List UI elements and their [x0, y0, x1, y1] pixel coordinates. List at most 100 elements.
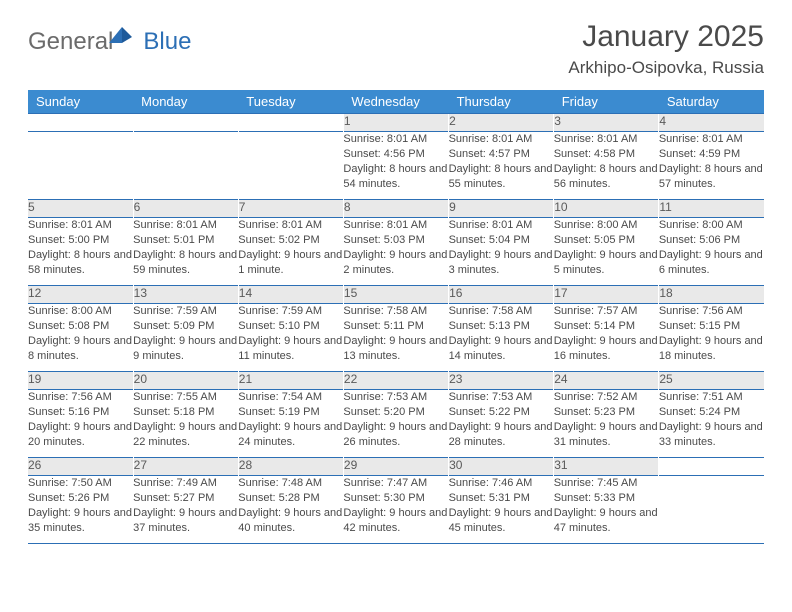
weekday-header: Wednesday [343, 90, 448, 114]
daylight-line: Daylight: 9 hours and 3 minutes. [449, 248, 554, 278]
location-text: Arkhipo-Osipovka, Russia [568, 58, 764, 78]
logo-text-general: General [28, 28, 113, 56]
sunrise-line: Sunrise: 8:01 AM [554, 132, 659, 147]
sunrise-line: Sunrise: 7:57 AM [554, 304, 659, 319]
daylight-line: Daylight: 9 hours and 45 minutes. [449, 506, 554, 536]
day-detail-cell: Sunrise: 7:48 AMSunset: 5:28 PMDaylight:… [238, 476, 343, 544]
sunset-line: Sunset: 5:20 PM [343, 405, 448, 420]
day-number-cell: 23 [449, 372, 554, 390]
day-detail-row: Sunrise: 8:00 AMSunset: 5:08 PMDaylight:… [28, 304, 764, 372]
weekday-header: Thursday [449, 90, 554, 114]
sunrise-line: Sunrise: 7:51 AM [659, 390, 764, 405]
day-number-cell: 16 [449, 286, 554, 304]
day-number-cell: 21 [238, 372, 343, 390]
sunset-line: Sunset: 5:03 PM [343, 233, 448, 248]
sunrise-line: Sunrise: 7:50 AM [28, 476, 133, 491]
day-number-row: 262728293031 [28, 458, 764, 476]
day-number-cell [133, 114, 238, 132]
day-number-cell [659, 458, 764, 476]
day-number-cell: 15 [343, 286, 448, 304]
sunset-line: Sunset: 5:28 PM [238, 491, 343, 506]
day-number-cell [238, 114, 343, 132]
daylight-line: Daylight: 8 hours and 57 minutes. [659, 162, 764, 192]
day-detail-cell [133, 132, 238, 200]
day-detail-cell: Sunrise: 7:47 AMSunset: 5:30 PMDaylight:… [343, 476, 448, 544]
sunset-line: Sunset: 5:31 PM [449, 491, 554, 506]
day-number-cell: 30 [449, 458, 554, 476]
sunrise-line: Sunrise: 7:56 AM [28, 390, 133, 405]
sunset-line: Sunset: 5:09 PM [133, 319, 238, 334]
day-detail-row: Sunrise: 7:56 AMSunset: 5:16 PMDaylight:… [28, 390, 764, 458]
day-number-cell: 18 [659, 286, 764, 304]
day-number-cell: 6 [133, 200, 238, 218]
day-number-cell: 27 [133, 458, 238, 476]
sunrise-line: Sunrise: 8:00 AM [554, 218, 659, 233]
daylight-line: Daylight: 8 hours and 56 minutes. [554, 162, 659, 192]
daylight-line: Daylight: 9 hours and 6 minutes. [659, 248, 764, 278]
sunrise-line: Sunrise: 7:53 AM [449, 390, 554, 405]
sunset-line: Sunset: 5:04 PM [449, 233, 554, 248]
day-number-cell: 28 [238, 458, 343, 476]
daylight-line: Daylight: 8 hours and 58 minutes. [28, 248, 133, 278]
sunrise-line: Sunrise: 7:48 AM [238, 476, 343, 491]
day-detail-cell: Sunrise: 7:52 AMSunset: 5:23 PMDaylight:… [554, 390, 659, 458]
day-number-cell: 14 [238, 286, 343, 304]
sunrise-line: Sunrise: 8:01 AM [659, 132, 764, 147]
daylight-line: Daylight: 9 hours and 40 minutes. [238, 506, 343, 536]
sunset-line: Sunset: 5:23 PM [554, 405, 659, 420]
sunrise-line: Sunrise: 7:47 AM [343, 476, 448, 491]
sunrise-line: Sunrise: 8:01 AM [343, 218, 448, 233]
weekday-header: Tuesday [238, 90, 343, 114]
daylight-line: Daylight: 8 hours and 54 minutes. [343, 162, 448, 192]
daylight-line: Daylight: 9 hours and 11 minutes. [238, 334, 343, 364]
sunrise-line: Sunrise: 7:59 AM [238, 304, 343, 319]
day-detail-cell: Sunrise: 8:01 AMSunset: 5:03 PMDaylight:… [343, 218, 448, 286]
daylight-line: Daylight: 9 hours and 22 minutes. [133, 420, 238, 450]
day-detail-cell: Sunrise: 7:59 AMSunset: 5:10 PMDaylight:… [238, 304, 343, 372]
daylight-line: Daylight: 9 hours and 42 minutes. [343, 506, 448, 536]
day-detail-cell [238, 132, 343, 200]
day-number-cell: 24 [554, 372, 659, 390]
day-detail-cell: Sunrise: 7:45 AMSunset: 5:33 PMDaylight:… [554, 476, 659, 544]
day-detail-cell: Sunrise: 7:51 AMSunset: 5:24 PMDaylight:… [659, 390, 764, 458]
day-number-cell: 13 [133, 286, 238, 304]
day-number-cell: 3 [554, 114, 659, 132]
sunrise-line: Sunrise: 7:58 AM [449, 304, 554, 319]
day-number-cell: 25 [659, 372, 764, 390]
day-detail-cell: Sunrise: 7:53 AMSunset: 5:20 PMDaylight:… [343, 390, 448, 458]
sunset-line: Sunset: 5:24 PM [659, 405, 764, 420]
daylight-line: Daylight: 9 hours and 13 minutes. [343, 334, 448, 364]
day-number-cell: 26 [28, 458, 133, 476]
day-detail-row: Sunrise: 8:01 AMSunset: 4:56 PMDaylight:… [28, 132, 764, 200]
sunrise-line: Sunrise: 7:52 AM [554, 390, 659, 405]
day-number-cell: 31 [554, 458, 659, 476]
sunrise-line: Sunrise: 8:00 AM [659, 218, 764, 233]
sunset-line: Sunset: 5:18 PM [133, 405, 238, 420]
sunset-line: Sunset: 5:01 PM [133, 233, 238, 248]
day-detail-cell: Sunrise: 7:59 AMSunset: 5:09 PMDaylight:… [133, 304, 238, 372]
sunrise-line: Sunrise: 7:46 AM [449, 476, 554, 491]
daylight-line: Daylight: 9 hours and 33 minutes. [659, 420, 764, 450]
sunrise-line: Sunrise: 7:55 AM [133, 390, 238, 405]
sunset-line: Sunset: 5:27 PM [133, 491, 238, 506]
weekday-header-row: Sunday Monday Tuesday Wednesday Thursday… [28, 90, 764, 114]
day-number-cell: 29 [343, 458, 448, 476]
sunset-line: Sunset: 5:05 PM [554, 233, 659, 248]
sunset-line: Sunset: 5:26 PM [28, 491, 133, 506]
day-detail-cell: Sunrise: 7:49 AMSunset: 5:27 PMDaylight:… [133, 476, 238, 544]
sunset-line: Sunset: 5:14 PM [554, 319, 659, 334]
day-number-cell [28, 114, 133, 132]
day-detail-row: Sunrise: 7:50 AMSunset: 5:26 PM Daylight:… [28, 476, 764, 544]
daylight-line: Daylight: 9 hours and 2 minutes. [343, 248, 448, 278]
weekday-header: Monday [133, 90, 238, 114]
day-detail-cell: Sunrise: 8:01 AMSunset: 4:58 PMDaylight:… [554, 132, 659, 200]
sunrise-line: Sunrise: 7:58 AM [343, 304, 448, 319]
sunset-line: Sunset: 5:11 PM [343, 319, 448, 334]
month-title: January 2025 [568, 20, 764, 54]
day-detail-row: Sunrise: 8:01 AMSunset: 5:00 PMDaylight:… [28, 218, 764, 286]
daylight-line: Daylight: 9 hours and 20 minutes. [28, 420, 133, 450]
sunset-line: Sunset: 5:13 PM [449, 319, 554, 334]
sunset-line: Sunset: 5:15 PM [659, 319, 764, 334]
day-detail-cell: Sunrise: 8:01 AMSunset: 5:00 PMDaylight:… [28, 218, 133, 286]
sunrise-line: Sunrise: 8:01 AM [238, 218, 343, 233]
